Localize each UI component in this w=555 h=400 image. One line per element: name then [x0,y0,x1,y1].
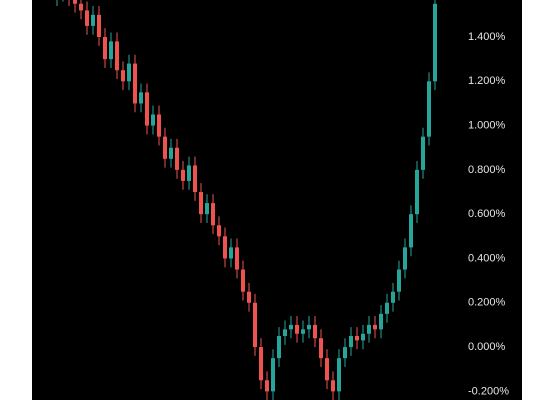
candle-body [157,114,161,137]
candle-body [211,203,215,226]
candle-body [277,335,281,359]
candle-body [109,41,113,60]
candle-body [367,324,371,334]
candle-body [271,358,275,392]
candle-body [355,335,359,341]
candle-body [391,291,395,303]
y-tick-label: -0.200% [468,385,509,397]
y-tick-label: 1.200% [468,75,506,87]
candle-body [169,147,173,159]
candle-body [247,291,251,303]
candle-body [229,247,233,259]
y-tick-label: 0.000% [468,341,506,353]
candle-body [223,236,227,259]
candle-body [385,302,389,314]
candle-body [205,203,209,215]
candle-body [253,302,257,348]
candle-body [133,63,137,104]
candle-body [409,214,413,248]
candle-body [337,358,341,392]
y-tick-label: 0.200% [468,297,506,309]
y-tick-label: 0.600% [468,208,506,220]
candle-body [349,335,353,348]
y-tick-label: 1.400% [468,31,506,43]
candle-body [379,313,383,330]
candle-body [289,324,293,330]
candle-body [79,3,83,11]
candle-body [421,136,425,170]
candle-body [295,324,299,334]
candle-body [241,269,245,292]
candle-body [85,10,89,26]
candle-body [283,329,287,336]
candle-body [175,147,179,170]
candle-body [145,92,149,126]
candle-body [163,136,167,159]
candle-body [343,347,347,359]
candle-body [427,81,431,137]
candle-body [193,165,197,193]
candle-body [97,14,101,37]
candle-body [181,169,185,181]
candle-body [313,324,317,339]
candle-body [397,269,401,292]
candle-body [331,380,335,392]
candle-body [259,347,263,381]
y-tick-label: 0.400% [468,252,506,264]
y-tick-label: 1.000% [468,119,506,131]
candle-body [307,324,311,330]
candle-body [127,63,131,82]
candle-body [73,0,77,4]
candle-body [403,247,407,270]
candle-body [433,3,437,82]
candle-body [235,247,239,270]
candle-body [415,169,419,215]
candle-body [139,92,143,104]
candle-body [187,165,191,181]
candle-body [319,338,323,359]
candle-body [115,41,119,71]
candle-body [301,329,305,334]
y-tick-label: 0.800% [468,164,506,176]
candle-body [373,324,377,330]
candle-body [265,380,269,392]
candle-body [91,14,95,26]
candle-body [103,36,107,60]
candle-body [361,333,365,341]
candle-body [325,358,329,381]
candle-body [199,192,203,215]
candle-body [151,114,155,126]
candle-body [121,70,125,82]
chart-background [32,0,522,400]
candle-body [217,225,221,237]
